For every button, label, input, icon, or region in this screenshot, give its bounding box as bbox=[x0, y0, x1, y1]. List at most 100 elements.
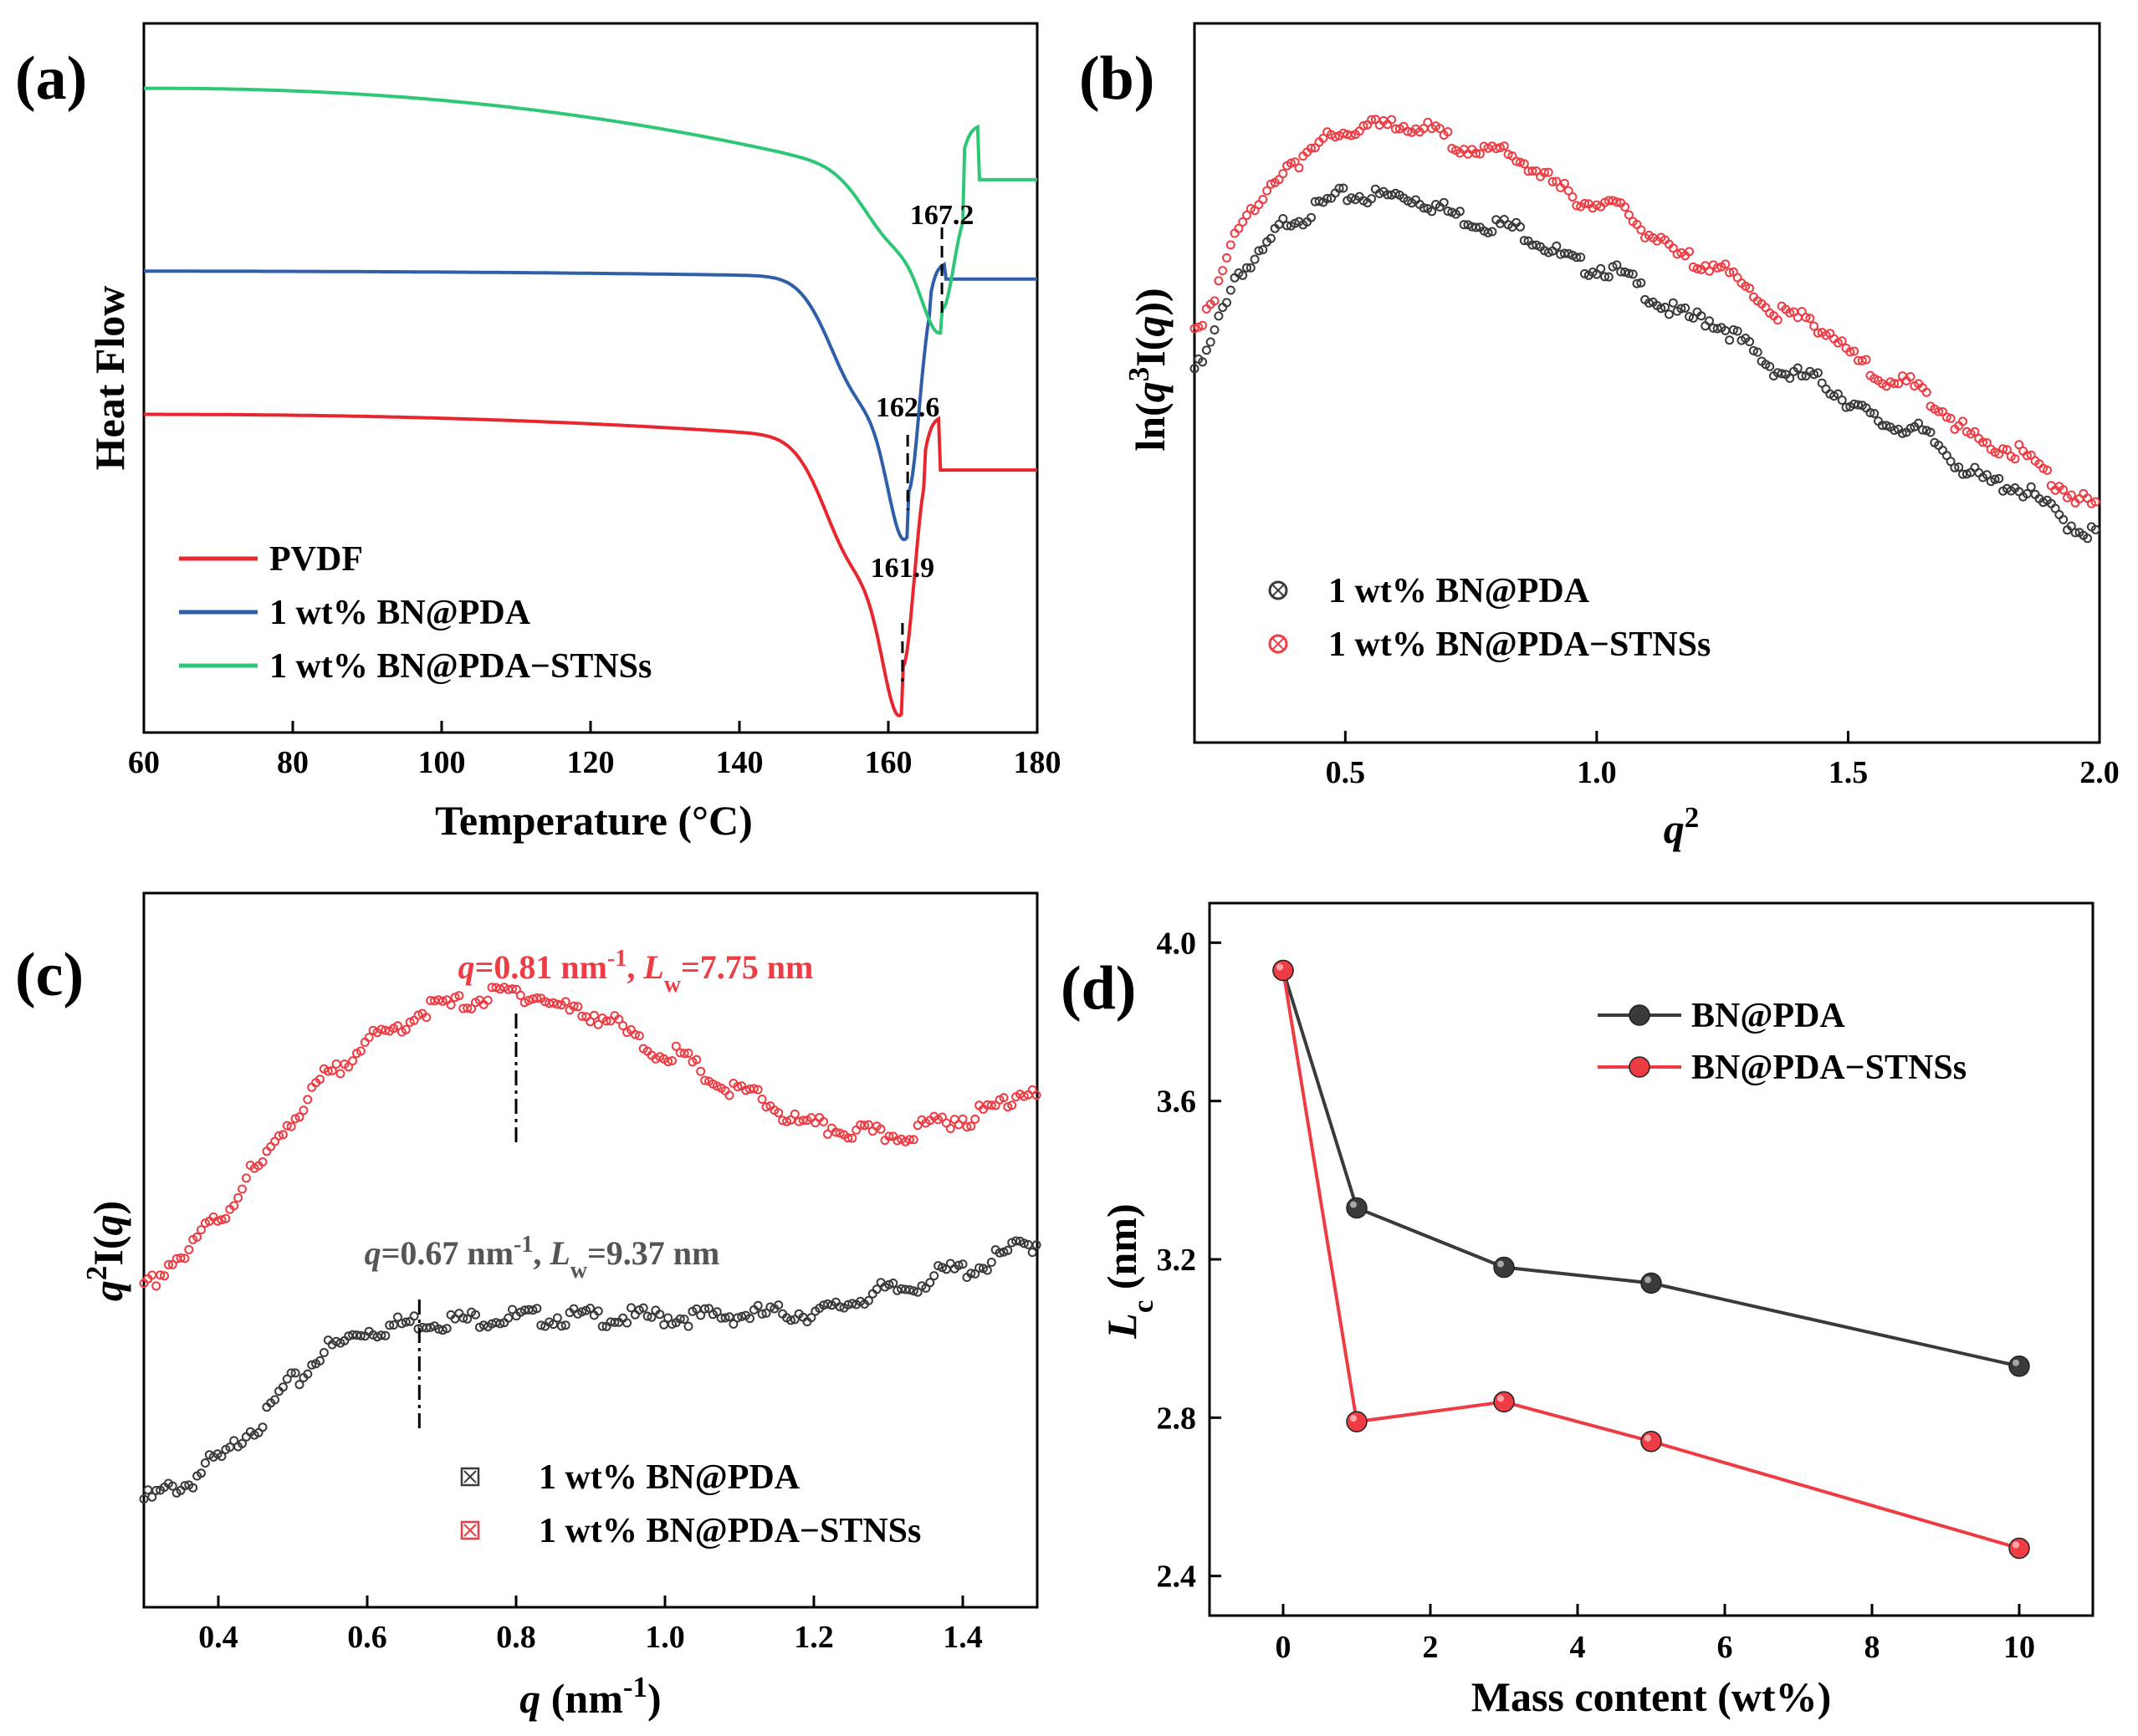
panel-c-point bbox=[757, 1309, 767, 1319]
panel-b-point bbox=[1688, 313, 1698, 323]
panel-c-annotation-part-5: w bbox=[664, 972, 682, 998]
panel-b-point bbox=[1905, 372, 1916, 381]
panel-c-point bbox=[863, 1295, 873, 1305]
panel-c-point bbox=[655, 1310, 665, 1320]
panel-c-point bbox=[614, 1014, 624, 1024]
panel-c-legend-label: 1 wt% BN@PDA−STNSs bbox=[539, 1512, 921, 1550]
panel-b-point bbox=[1427, 207, 1437, 217]
panel-d-point bbox=[1346, 1411, 1368, 1432]
panel-d-point bbox=[1493, 1391, 1515, 1413]
panel-b-point bbox=[1210, 325, 1220, 334]
panel-c-point bbox=[974, 1263, 985, 1273]
panel-c-point bbox=[970, 1114, 980, 1124]
panel-c-point bbox=[872, 1284, 882, 1294]
panel-b-point bbox=[1785, 308, 1795, 318]
panel-b-point bbox=[2022, 451, 2032, 461]
panel-c-point bbox=[437, 996, 448, 1006]
panel-c-point bbox=[552, 999, 562, 1009]
panel-c-point bbox=[692, 1054, 702, 1065]
panel-b-point bbox=[1612, 197, 1622, 207]
panel-b-series-0 bbox=[1189, 183, 2100, 544]
panel-c-point bbox=[422, 1323, 432, 1333]
panel-c-point bbox=[315, 1075, 325, 1085]
panel-c-point bbox=[627, 1303, 636, 1313]
panel-b-point bbox=[1809, 321, 1819, 331]
panel-c-point bbox=[908, 1286, 918, 1296]
panel-b-point bbox=[1938, 446, 1947, 455]
panel-c-ylabel-part-2: I( bbox=[84, 1236, 131, 1266]
panel-b-point bbox=[1865, 408, 1875, 417]
panel-c-point bbox=[884, 1131, 894, 1141]
panel-b-point bbox=[1387, 115, 1397, 125]
panel-d-point-highlight bbox=[1350, 1201, 1357, 1208]
panel-b-point bbox=[1198, 320, 1208, 330]
panel-c-point bbox=[958, 1259, 968, 1269]
panel-c-point bbox=[156, 1270, 166, 1280]
panel-c-point bbox=[757, 1095, 767, 1104]
panel-b-point bbox=[1685, 312, 1694, 322]
panel-b-point bbox=[1982, 470, 1992, 480]
panel-c-point bbox=[586, 1304, 596, 1313]
panel-a-label: (a) bbox=[15, 44, 87, 113]
panel-c-point bbox=[348, 1056, 358, 1066]
panel-b-point bbox=[1728, 325, 1738, 334]
panel-b-point bbox=[1419, 203, 1429, 213]
panel-c-point bbox=[233, 1192, 243, 1202]
panel-c-annotation-part-1: =0.81 nm bbox=[475, 948, 607, 986]
panel-b-point bbox=[1934, 406, 1944, 416]
panel-c-point bbox=[270, 1395, 280, 1405]
panel-b-point bbox=[1833, 389, 1843, 399]
panel-b-point bbox=[2059, 514, 2069, 524]
panel-b-point bbox=[2050, 503, 2060, 513]
panel-c-point bbox=[467, 1003, 477, 1014]
panel-b-series-1 bbox=[1189, 115, 2100, 508]
panel-d-frame bbox=[1208, 901, 2095, 1617]
panel-c-point bbox=[667, 1056, 677, 1065]
panel-c-point bbox=[524, 1305, 534, 1315]
panel-c-point bbox=[737, 1311, 747, 1321]
panel-b-point bbox=[1616, 267, 1626, 277]
panel-c-point bbox=[315, 1356, 325, 1366]
panel-b-point bbox=[1745, 283, 1755, 294]
panel-b-point bbox=[1201, 345, 1211, 355]
panel-c-point bbox=[1031, 1090, 1041, 1100]
panel-c-point bbox=[167, 1259, 177, 1269]
panel-d-legend-marker bbox=[1629, 1056, 1650, 1078]
panel-c-point bbox=[696, 1310, 706, 1320]
panel-c-point bbox=[929, 1271, 939, 1281]
panel-d-point bbox=[2008, 1537, 2030, 1560]
panel-c-point bbox=[782, 1116, 791, 1126]
panel-c-point bbox=[811, 1118, 821, 1128]
panel-b-legend-label: 1 wt% BN@PDA bbox=[1328, 572, 1590, 610]
panel-b-point bbox=[1563, 186, 1573, 196]
2-xtick-label: 0.6 bbox=[347, 1620, 387, 1655]
panel-b-label: (b) bbox=[1079, 44, 1154, 113]
panel-c-annotation: q=0.81 nm-1, Lw=7.75 nm bbox=[458, 946, 814, 998]
panel-c-point bbox=[867, 1126, 877, 1136]
panel-c-point bbox=[938, 1112, 947, 1122]
panel-c-point bbox=[385, 1320, 395, 1330]
panel-d-series-line-0 bbox=[1281, 969, 2020, 1368]
panel-b-point bbox=[1612, 260, 1622, 270]
panel-b-point bbox=[1664, 309, 1674, 319]
panel-b-point bbox=[1732, 326, 1742, 336]
panel-b-point bbox=[1668, 243, 1678, 253]
panel-c-point bbox=[229, 1201, 239, 1211]
panel-b-point bbox=[1238, 270, 1248, 280]
panel-b-point bbox=[2026, 482, 2036, 492]
panel-c-point bbox=[299, 1105, 309, 1116]
panel-c-point bbox=[908, 1135, 918, 1145]
panel-b-point bbox=[1793, 363, 1803, 373]
2-xtick-label: 1.0 bbox=[645, 1620, 685, 1655]
panel-c-legend-marker bbox=[460, 1467, 480, 1487]
panel-d-ytick-label: 3.2 bbox=[1157, 1243, 1197, 1278]
panel-b-point bbox=[1941, 412, 1951, 422]
panel-b-point bbox=[1250, 254, 1260, 264]
panel-c-point bbox=[290, 1368, 300, 1378]
panel-b-point bbox=[1491, 144, 1501, 154]
panel-b-point bbox=[1821, 384, 1831, 394]
panel-b-point bbox=[1990, 474, 2000, 484]
panel-c-point bbox=[396, 1319, 407, 1329]
panel-c-point bbox=[569, 1001, 579, 1011]
panel-c-annotation-part-2: -1 bbox=[607, 946, 627, 972]
